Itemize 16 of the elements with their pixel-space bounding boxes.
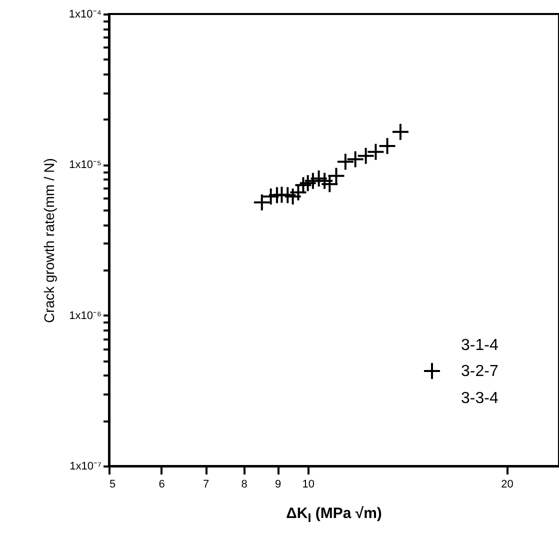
x-tick-label: 5	[110, 478, 116, 490]
y-tick-label: 1x10⁻⁵	[69, 159, 102, 172]
y-axis-title: Crack growth rate(mm / N)	[40, 158, 57, 323]
x-tick-label: 20	[501, 478, 514, 490]
legend-label: 3-3-4	[461, 390, 498, 407]
x-tick-label: 8	[241, 478, 248, 490]
y-tick-label: 1x10⁻⁶	[69, 310, 102, 322]
legend-label: 3-1-4	[461, 337, 498, 354]
x-tick-label: 9	[275, 478, 282, 490]
x-tick-label: 6	[158, 478, 165, 490]
y-tick-label: 1x10⁻⁴	[68, 8, 102, 20]
legend-label: 3-2-7	[461, 363, 498, 380]
x-tick-label: 10	[302, 478, 314, 490]
x-tick-label: 7	[202, 478, 210, 490]
y-tick-label: 1x10⁻⁷	[70, 460, 102, 472]
x-axis-title: ΔK$_{I}$ (MPa √m)	[285, 505, 383, 525]
